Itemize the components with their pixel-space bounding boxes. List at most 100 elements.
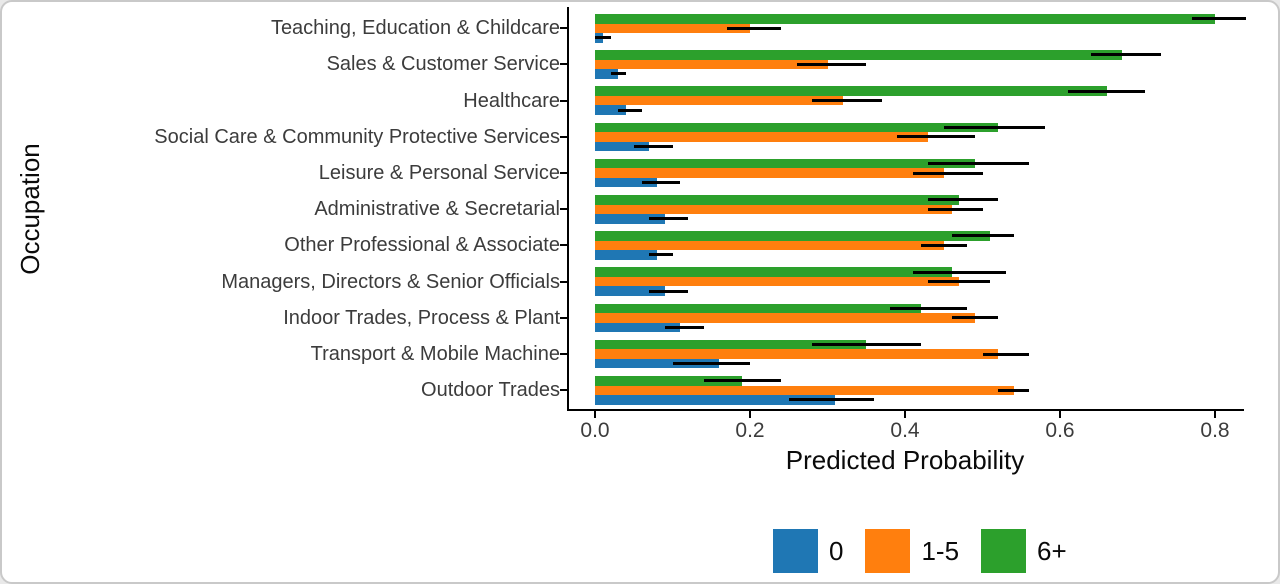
y-tick [560,316,568,319]
error-bar [595,36,611,40]
bar [595,195,960,205]
legend-item: 0 [773,529,843,573]
x-tick [1059,411,1061,418]
bar [595,385,1014,395]
y-tick [560,389,568,392]
y-tick [560,353,568,356]
bar [595,250,657,260]
bar [595,322,681,333]
error-bar [912,270,1006,274]
legend-label: 0 [829,536,844,566]
bar [595,276,960,287]
error-bar [928,198,998,202]
y-axis-line [567,7,569,411]
error-bar [928,280,991,284]
y-tick-label: Indoor Trades, Process & Plant [283,306,560,329]
error-bar [1091,53,1161,57]
y-axis-labels: Teaching, Education & Childcare Sales & C… [2,2,560,462]
error-bar [998,388,1029,392]
y-tick-label: Teaching, Education & Childcare [270,17,560,40]
y-tick-label: Leisure & Personal Service [318,162,560,185]
x-tick [1214,411,1216,418]
x-tick [594,411,596,418]
y-tick [560,27,568,30]
bar [595,358,719,369]
error-bar [897,135,975,139]
bar [595,14,1215,24]
legend-label: 6+ [1037,536,1067,566]
error-bar [812,99,882,103]
error-bar [951,234,1014,238]
error-bar [928,162,1029,166]
bar [595,177,657,188]
bar [595,69,619,79]
y-tick [560,244,568,247]
y-tick [560,99,568,102]
error-bar [633,144,673,148]
error-bar [928,207,983,211]
error-bar [1067,89,1146,93]
error-bar [618,108,642,112]
bar [595,286,665,296]
legend-item: 6+ [981,529,1067,573]
y-tick-label: Other Professional & Associate [284,234,560,257]
bar [595,339,867,350]
error-bar [796,62,867,66]
error-bar [889,306,967,310]
x-axis-title: Predicted Probability [785,445,1025,475]
legend-label: 1-5 [921,536,960,566]
error-bar [672,362,750,366]
y-tick [560,135,568,138]
bar [595,313,975,323]
bar [595,395,836,405]
legend-item: 1-5 [865,529,959,573]
error-bar [912,171,983,175]
bar [595,105,626,115]
plot-area [595,7,1246,409]
bar [595,122,998,133]
x-axis-line [567,409,1244,411]
error-bar [664,325,704,329]
error-bar [649,217,688,221]
error-bar [812,343,921,347]
error-bar [610,72,626,76]
y-tick [560,208,568,211]
bar [595,204,952,214]
x-tick-label: 0.2 [735,419,765,442]
error-bar [641,181,681,185]
error-bar [649,289,688,293]
bar [595,214,665,224]
y-tick [560,63,568,66]
error-bar [943,125,1045,129]
bar [595,50,1122,60]
bar [595,267,952,277]
error-bar [920,243,967,247]
y-tick-label: Outdoor Trades [421,379,560,402]
y-tick-label: Healthcare [463,89,560,112]
error-bar [726,26,781,30]
x-tick-label: 0.0 [580,419,610,442]
y-tick [560,280,568,283]
bar [595,23,750,33]
bar [595,303,921,314]
bar [595,158,975,169]
y-tick-label: Administrative & Secretarial [314,198,560,221]
bar [595,132,929,142]
bar [595,349,998,359]
y-tick-label: Social Care & Community Protective Servi… [154,125,560,148]
y-tick [560,172,568,175]
error-bar [703,379,781,383]
error-bar [982,352,1029,356]
x-tick-label: 0.8 [1200,419,1230,442]
y-tick-label: Sales & Customer Service [326,53,560,76]
x-tick-label: 0.4 [890,419,920,442]
x-tick-label: 0.6 [1045,419,1075,442]
bar [595,141,650,152]
error-bar [951,316,998,320]
legend-swatch [773,529,818,573]
error-bar [788,398,874,402]
legend-swatch [981,529,1027,573]
bar [595,95,843,106]
error-bar [1191,17,1246,21]
